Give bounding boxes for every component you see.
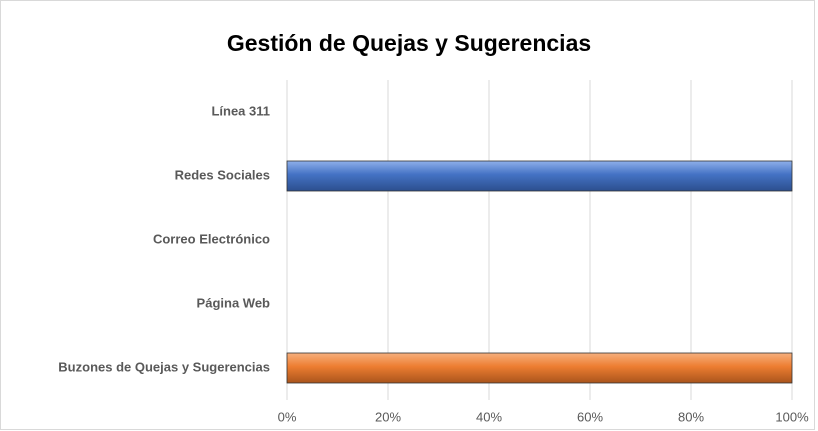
y-tick-label: Redes Sociales	[175, 167, 270, 182]
x-tick-label: 80%	[678, 409, 704, 424]
x-tick-label: 100%	[775, 409, 809, 424]
bar	[286, 160, 793, 192]
y-tick-label: Línea 311	[211, 103, 270, 118]
x-tick-label: 40%	[476, 409, 502, 424]
y-tick-label: Página Web	[197, 295, 271, 310]
chart-title: Gestión de Quejas y Sugerencias	[227, 30, 591, 56]
y-tick-label: Buzones de Quejas y Sugerencias	[58, 359, 270, 374]
x-tick-label: 0%	[278, 409, 297, 424]
x-tick-label: 20%	[375, 409, 401, 424]
bar	[286, 352, 793, 384]
x-tick-label: 60%	[577, 409, 603, 424]
y-tick-label: Correo Electrónico	[153, 231, 270, 246]
